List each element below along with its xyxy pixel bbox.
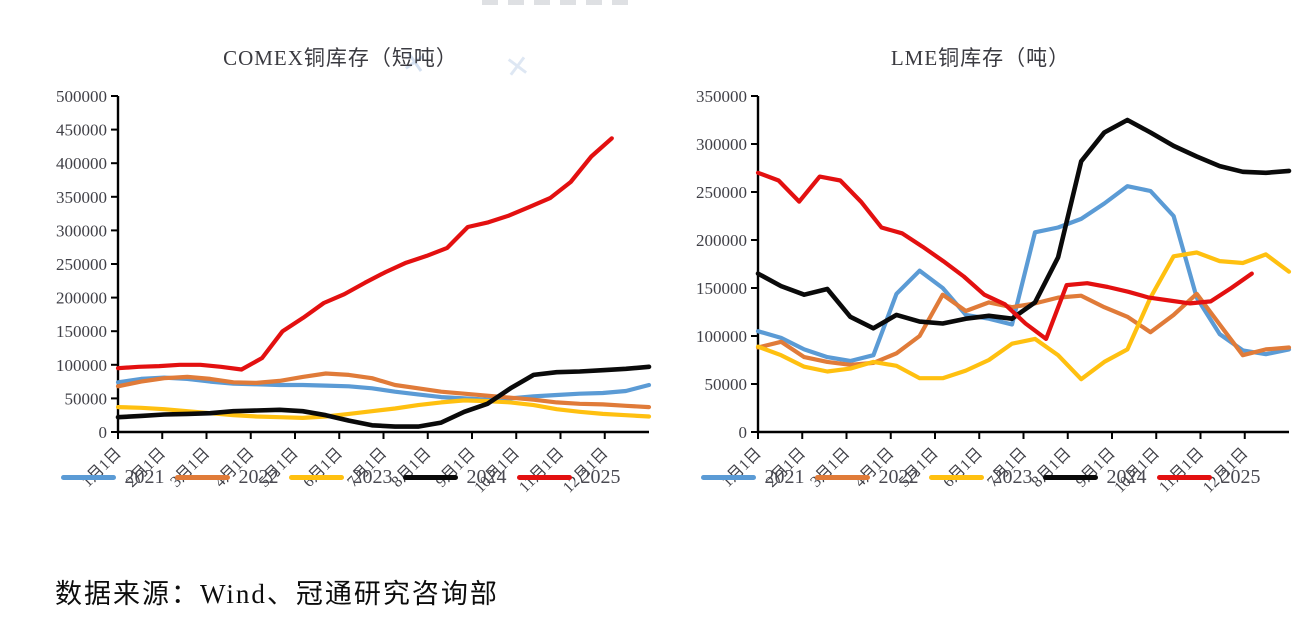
legend-item-2021: 2021	[700, 466, 805, 489]
legend-item-2025: 2025	[516, 466, 621, 489]
legend-swatch-2024	[402, 475, 458, 480]
series-line-2022	[755, 291, 1292, 367]
y-tick-label: 300000	[696, 135, 747, 154]
legend-label-2023: 2023	[352, 466, 393, 488]
comex-chart-title: COMEX铜库存（短吨）	[223, 46, 458, 70]
lme-line-chart: 0 50000 100000 150000 200000 250000 300000 3500…	[696, 87, 1292, 496]
series-line-2021	[115, 375, 652, 402]
y-tick-label: 500000	[56, 87, 107, 106]
comex-chart-panel: COMEX铜库存（短吨） 0 50000 100000 150000 200000 250…	[18, 42, 663, 496]
y-tick-label: 100000	[56, 356, 107, 375]
legend-item-2022: 2022	[174, 466, 279, 489]
y-tick-label: 0	[739, 423, 748, 442]
legend-label-2022: 2022	[878, 466, 919, 488]
axis-lines	[756, 96, 1289, 434]
y-tick-label: 400000	[56, 154, 107, 173]
legend-item-2024: 2024	[1042, 466, 1147, 489]
y-tick-label: 300000	[56, 221, 107, 240]
series-line-2025	[755, 170, 1254, 341]
y-tick-label: 350000	[696, 87, 747, 106]
y-tick-label: 150000	[696, 279, 747, 298]
y-tick-label: 250000	[696, 183, 747, 202]
y-tick-label: 250000	[56, 255, 107, 274]
lme-chart-title: LME铜库存（吨）	[890, 46, 1071, 70]
clipped-text-artifact	[482, 0, 632, 5]
series-line-2025	[115, 136, 614, 372]
legend-swatch-2025	[516, 475, 572, 480]
lme-chart-panel: LME铜库存（吨） 0 50000 100000 150000 200000 250000…	[658, 42, 1303, 496]
axes: 0 50000 100000 150000 200000 250000 300000 3500…	[696, 87, 1289, 496]
y-tick-label: 200000	[696, 231, 747, 250]
legend-label-2024: 2024	[1106, 466, 1147, 488]
comex-line-chart: 0 50000 100000 150000 200000 250000 300000 3500…	[56, 87, 652, 496]
legend-swatch-2021	[700, 475, 756, 480]
series-line-2021	[755, 184, 1292, 364]
comex-legend: 2021 2022 2023 2024 2025	[18, 466, 663, 489]
y-tick-label: 0	[99, 423, 108, 442]
legend-swatch-2025	[1156, 475, 1212, 480]
series-line-2024	[115, 364, 652, 429]
legend-swatch-2022	[174, 475, 230, 480]
legend-label-2025: 2025	[1220, 466, 1261, 488]
y-tick-label: 150000	[56, 322, 107, 341]
series-line-2022	[115, 371, 652, 410]
legend-label-2022: 2022	[238, 466, 279, 488]
data-source-note: 数据来源：Wind、冠通研究咨询部	[55, 579, 499, 609]
y-tick-label: 450000	[56, 121, 107, 140]
series-line-2023	[755, 250, 1292, 382]
legend-item-2023: 2023	[928, 466, 1033, 489]
legend-label-2023: 2023	[992, 466, 1033, 488]
legend-item-2022: 2022	[814, 466, 919, 489]
y-tick-label: 50000	[705, 375, 748, 394]
y-tick-label: 100000	[696, 327, 747, 346]
legend-item-2025: 2025	[1156, 466, 1261, 489]
legend-label-2024: 2024	[466, 466, 507, 488]
series-line-2024	[755, 117, 1292, 331]
legend-label-2025: 2025	[580, 466, 621, 488]
lme-legend: 2021 2022 2023 2024 2025	[658, 466, 1303, 489]
legend-swatch-2024	[1042, 475, 1098, 480]
legend-swatch-2023	[288, 475, 344, 480]
y-tick-label: 350000	[56, 188, 107, 207]
legend-label-2021: 2021	[764, 466, 805, 488]
y-tick-label: 200000	[56, 289, 107, 308]
legend-item-2024: 2024	[402, 466, 507, 489]
legend-swatch-2022	[814, 475, 870, 480]
legend-label-2021: 2021	[124, 466, 165, 488]
y-tick-label: 50000	[65, 389, 108, 408]
legend-swatch-2023	[928, 475, 984, 480]
legend-item-2023: 2023	[288, 466, 393, 489]
legend-swatch-2021	[60, 475, 116, 480]
legend-item-2021: 2021	[60, 466, 165, 489]
